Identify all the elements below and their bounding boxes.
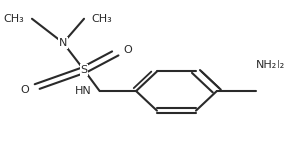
Text: HN: HN bbox=[75, 86, 92, 96]
Text: CH₃: CH₃ bbox=[3, 14, 24, 24]
Text: NH₂: NH₂ bbox=[264, 60, 285, 71]
Text: S: S bbox=[80, 65, 88, 75]
Text: CH₃: CH₃ bbox=[92, 14, 113, 24]
Text: O: O bbox=[123, 45, 132, 55]
Text: N: N bbox=[59, 38, 67, 48]
Text: NH₂: NH₂ bbox=[256, 60, 277, 71]
Text: O: O bbox=[21, 85, 29, 95]
